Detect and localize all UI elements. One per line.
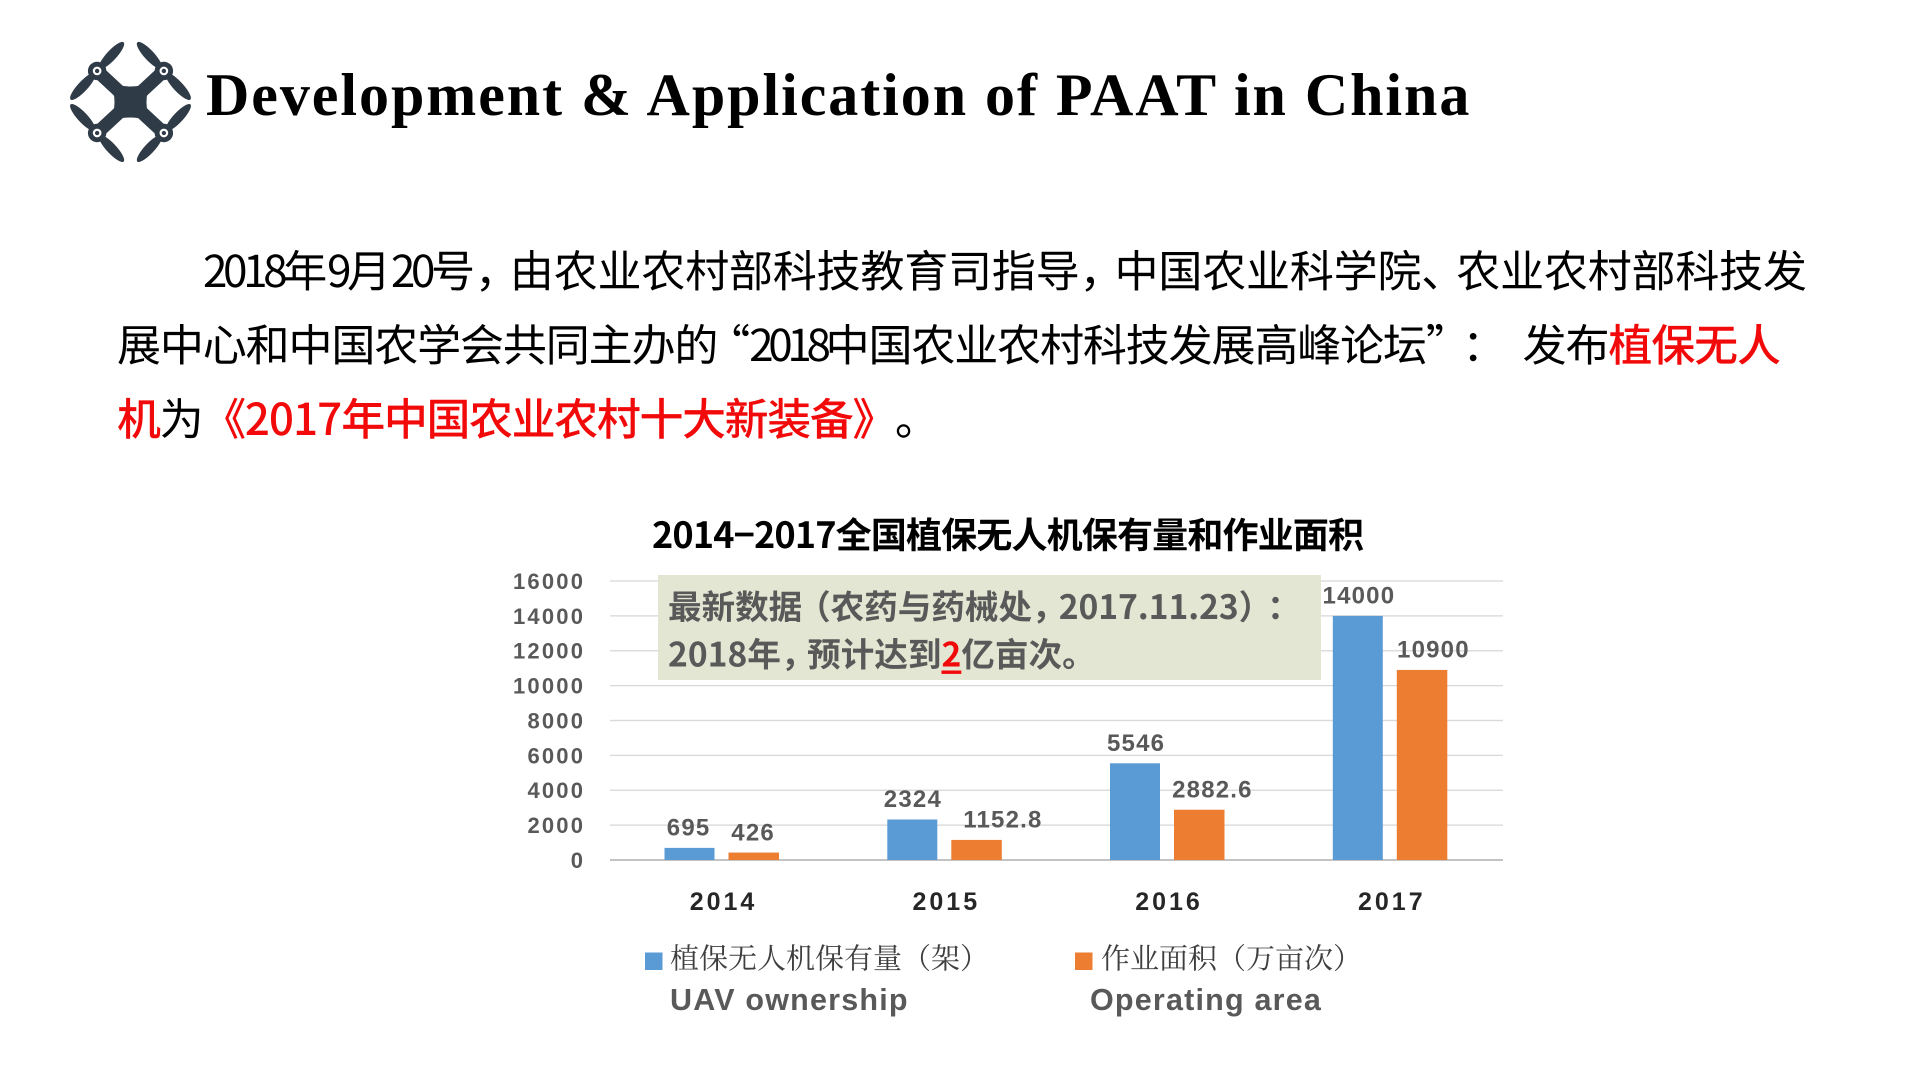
svg-text:2017: 2017 <box>1358 888 1426 916</box>
svg-text:10000: 10000 <box>513 674 585 699</box>
svg-text:2000: 2000 <box>527 813 585 838</box>
svg-text:14000: 14000 <box>1323 583 1396 610</box>
svg-text:5546: 5546 <box>1107 730 1165 757</box>
svg-text:695: 695 <box>667 815 711 842</box>
svg-text:12000: 12000 <box>513 639 585 664</box>
svg-text:Operating area: Operating area <box>1090 983 1322 1017</box>
svg-text:UAV ownership: UAV ownership <box>670 983 909 1017</box>
svg-text:2014: 2014 <box>690 888 758 916</box>
svg-text:10900: 10900 <box>1397 637 1470 664</box>
svg-text:6000: 6000 <box>527 743 585 768</box>
svg-text:0: 0 <box>571 848 585 873</box>
svg-text:426: 426 <box>731 819 775 846</box>
svg-text:2324: 2324 <box>884 786 942 813</box>
svg-text:1152.8: 1152.8 <box>963 807 1042 834</box>
svg-text:16000: 16000 <box>513 569 585 594</box>
svg-text:4000: 4000 <box>527 778 585 803</box>
svg-text:2882.6: 2882.6 <box>1172 776 1253 803</box>
svg-text:8000: 8000 <box>527 708 585 733</box>
svg-text:2015: 2015 <box>912 888 980 916</box>
svg-text:14000: 14000 <box>513 604 585 629</box>
svg-text:2016: 2016 <box>1135 888 1203 916</box>
